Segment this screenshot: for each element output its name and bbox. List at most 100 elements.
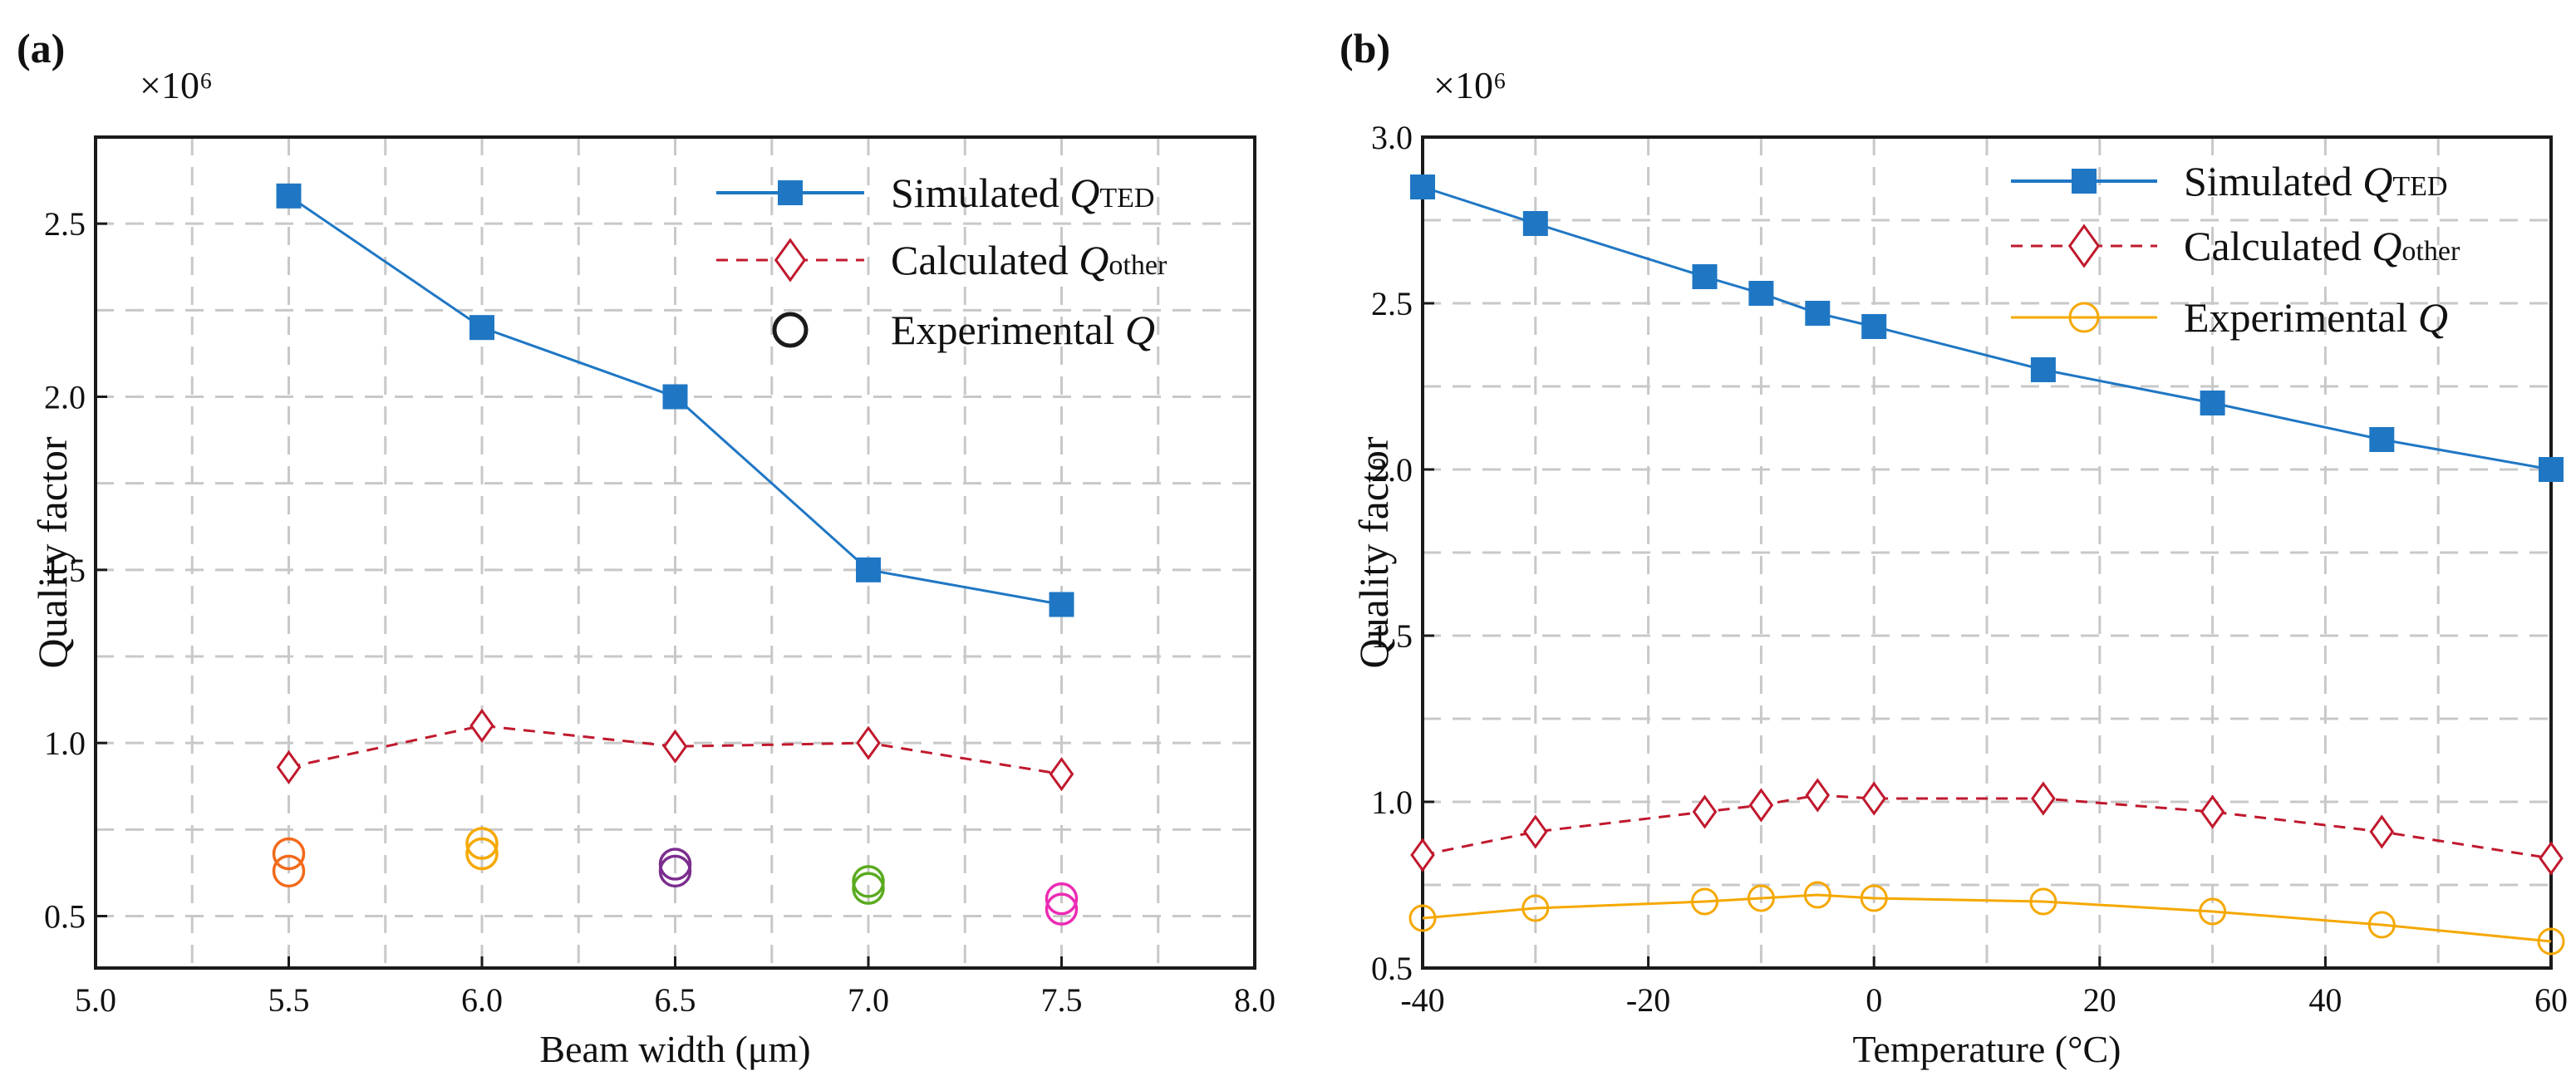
data-point-simulated [2369, 427, 2395, 452]
y-tick-label: 2.0 [1371, 451, 1413, 489]
x-tick-label: -20 [1626, 981, 1670, 1019]
data-point-calculated [469, 708, 494, 743]
data-point-calculated [1049, 757, 1074, 792]
panel-label: (b) [1340, 25, 1390, 71]
chart-panel-a: 5.0 5.5 6.0 6.5 7.0 7.5 8.0 0.5 1.0 1.5 2.0 2.5 Beam… [17, 25, 1276, 1070]
data-point-calculated [2031, 781, 2056, 816]
data-point-calculated [1522, 814, 1548, 849]
series-dashed-diamond [1410, 778, 2564, 876]
y-axis-label: Quality factor [29, 436, 76, 668]
data-point-calculated [1861, 781, 1887, 816]
data-point-calculated [2539, 841, 2564, 876]
legend-label-q: Q [1079, 237, 1109, 283]
data-point-experimental [2537, 927, 2565, 956]
y-tick-label: 0.5 [1371, 950, 1413, 987]
data-point-experimental [465, 827, 499, 860]
legend-label-text: Calculated [891, 237, 1079, 283]
data-point-simulated [469, 315, 494, 341]
data-point-experimental [272, 854, 306, 888]
y-axis-label: Quality factor [1350, 436, 1397, 668]
data-point-calculated [856, 725, 881, 760]
data-point-experimental [1747, 884, 1775, 912]
legend-marker-experimental [772, 312, 809, 348]
data-point-simulated [662, 384, 688, 410]
x-tick-label: 7.0 [848, 981, 889, 1019]
legend-label: Experimental Q [891, 307, 1155, 353]
data-point-simulated [1522, 211, 1548, 236]
x-tick-label: 0 [1866, 981, 1882, 1019]
data-point-calculated [2200, 794, 2225, 829]
series-circles [272, 827, 1079, 926]
grid [1423, 137, 2551, 968]
data-point-experimental [1691, 887, 1718, 916]
data-point-experimental [658, 848, 692, 881]
legend-label-q: Q [2362, 158, 2392, 204]
legend-marker-simulated [778, 180, 803, 205]
y-tick-label: 1.0 [44, 725, 86, 762]
data-point-experimental [1860, 884, 1888, 912]
data-point-experimental [465, 837, 499, 871]
legend-label-q: Q [2372, 223, 2401, 269]
data-point-experimental [852, 872, 885, 905]
x-axis-label: Temperature (°C) [1853, 1028, 2121, 1070]
legend-label-subscript: other [2401, 236, 2460, 267]
data-point-simulated [1805, 301, 1831, 326]
data-point-calculated [276, 749, 302, 784]
legend-marker-calculated [774, 238, 807, 283]
legend-marker-calculated [2067, 224, 2101, 268]
legend-label-text: Experimental [891, 307, 1125, 353]
x-axis-label: Beam width (μm) [539, 1028, 810, 1070]
x-tick-label: -40 [1400, 981, 1444, 1019]
data-point-experimental [1408, 904, 1437, 932]
data-point-calculated [662, 729, 688, 764]
data-point-experimental [658, 854, 692, 888]
data-point-simulated [2030, 357, 2056, 382]
legend-label-text: Calculated [2184, 223, 2372, 269]
legend-label-q: Q [1069, 170, 1099, 216]
data-point-calculated [2369, 814, 2395, 849]
x-tick-label: 8.0 [1234, 981, 1276, 1019]
legend-label-subscript: other [1109, 250, 1168, 281]
y-tick-label: 1.0 [1371, 784, 1413, 821]
data-point-calculated [1748, 788, 1774, 823]
chart-panel-b: -40 -20 0 20 40 60 0.5 1.0 1.5 2.0 2.5 3.0 Temperatu… [1340, 25, 2568, 1070]
data-point-calculated [1692, 794, 1718, 829]
legend-label-text: Simulated [2184, 158, 2362, 204]
legend-label-q: Q [2418, 294, 2448, 341]
y-tick-label: 2.0 [44, 379, 86, 416]
data-point-simulated [276, 183, 302, 209]
data-point-simulated [1692, 264, 1718, 289]
x-tick-label: 40 [2308, 981, 2342, 1019]
data-point-simulated [2200, 391, 2225, 415]
series-solid-square [1410, 174, 2564, 482]
data-point-experimental [272, 837, 306, 871]
legend-label: Calculated Qother [2184, 223, 2460, 269]
legend-label-text: Experimental [2184, 294, 2418, 341]
data-point-simulated [1049, 592, 1074, 617]
legend-label: Experimental Q [2184, 294, 2448, 341]
data-point-simulated [1861, 314, 1887, 339]
legend-label-q: Q [1125, 307, 1155, 353]
data-point-experimental [1803, 881, 1831, 909]
y-tick-label: 2.5 [1371, 285, 1413, 322]
legend-marker-experimental [2068, 302, 2100, 333]
series-dashed-diamond [276, 708, 1074, 792]
data-point-simulated [856, 557, 881, 582]
series-solid-square [276, 183, 1074, 617]
data-point-simulated [1748, 281, 1774, 306]
data-point-experimental [2367, 911, 2396, 939]
y-tick-label: 3.0 [1371, 119, 1413, 156]
legend-label: Simulated QTED [891, 170, 1154, 216]
legend: Simulated QTED Calculated Qother Experimen… [716, 170, 1168, 353]
series-solid-circle [1408, 881, 2565, 956]
legend-label-subscript: TED [2392, 171, 2447, 202]
x-tick-label: 20 [2083, 981, 2116, 1019]
legend-label: Simulated QTED [2184, 158, 2447, 204]
data-point-experimental [1045, 882, 1079, 916]
data-point-experimental [1045, 892, 1079, 926]
panel-label: (a) [17, 25, 65, 71]
series-line [1422, 794, 2552, 860]
x-tick-label: 6.0 [461, 981, 503, 1019]
